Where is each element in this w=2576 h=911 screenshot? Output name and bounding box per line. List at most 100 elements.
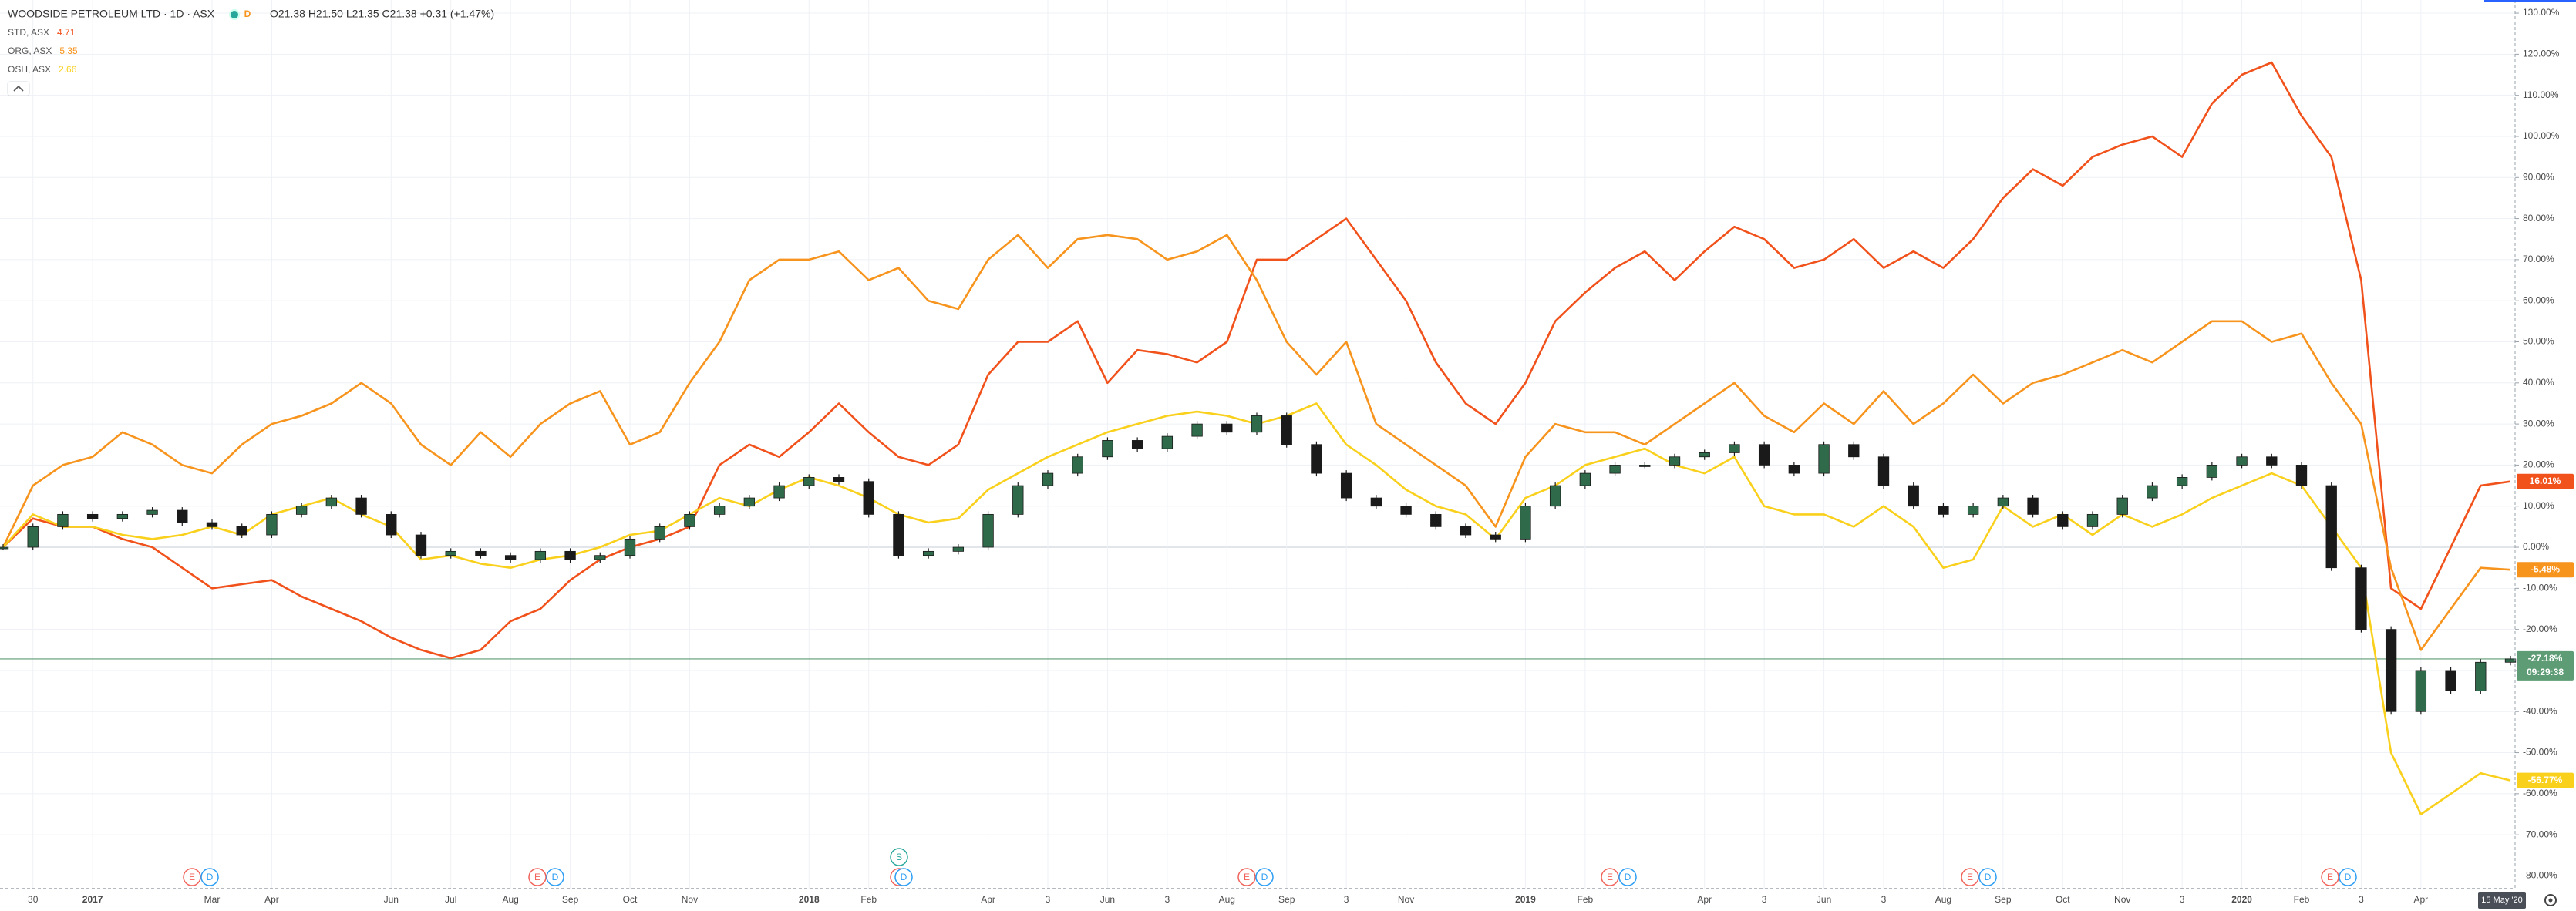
event-label: E [534, 872, 540, 882]
candle-body [57, 513, 69, 527]
last-value-badge [2517, 772, 2574, 788]
event-label: E [1967, 872, 1973, 882]
event-label: D [207, 872, 214, 882]
x-tick-label: Apr [1697, 894, 1712, 905]
chart-title: WOODSIDE PETROLEUM LTD · 1D · ASX [8, 8, 215, 20]
candle-body [743, 497, 756, 507]
y-tick-label: 100.00% [2523, 130, 2560, 141]
x-tick-label: Aug [1935, 894, 1951, 905]
candle-body [803, 477, 815, 486]
event-label: D [552, 872, 559, 882]
event-marker [1237, 868, 1256, 886]
candle-body [2295, 465, 2308, 486]
candle-body [624, 538, 636, 556]
candle-body [445, 550, 456, 556]
candle-body [922, 550, 934, 556]
y-tick-label: 40.00% [2523, 377, 2554, 388]
axes: 130.00% 120.00% 110.00% 100.00% 90.00% 80.00%… [28, 7, 2574, 905]
candle-body [1102, 440, 1113, 458]
legend-name: ORG, ASX [8, 45, 52, 56]
candle-body [2415, 670, 2427, 712]
x-tick-label: Jun [1100, 894, 1115, 905]
settings-button[interactable] [2544, 894, 2557, 906]
candle-body [1997, 497, 2009, 507]
x-tick-label: Sep [1995, 894, 2012, 905]
candle-body [1549, 485, 1561, 507]
candle-body [1609, 465, 1621, 474]
x-tick-label: 3 [2180, 894, 2185, 905]
y-tick-label: 20.00% [2523, 459, 2554, 470]
toolbar-indicator [2484, 0, 2576, 2]
candle-body [1460, 526, 1472, 536]
candle-body [1938, 506, 1949, 515]
event-marker [894, 868, 913, 886]
candle-body [684, 513, 695, 527]
y-tick-label: -80.00% [2523, 870, 2557, 881]
legend-price: 5.35 [59, 45, 78, 56]
candle-body [1579, 472, 1591, 486]
event-label: E [1244, 872, 1250, 882]
collapse-button[interactable] [7, 81, 30, 96]
event-label: D [901, 872, 907, 882]
x-tick-label: 3 [1046, 894, 1051, 905]
last-value-badge [2517, 473, 2574, 489]
candle-body [1520, 506, 1531, 540]
candle-body [86, 513, 99, 519]
y-tick-label: -10.00% [2523, 583, 2557, 593]
candle-body [2027, 497, 2039, 515]
candle-body [1161, 435, 1174, 449]
candle-body [1012, 485, 1024, 515]
y-tick-label: 90.00% [2523, 171, 2554, 182]
y-tick-label: 10.00% [2523, 500, 2554, 511]
y-tick-label: 50.00% [2523, 336, 2554, 347]
ohlc-values: O21.38 H21.50 L21.35 C21.38 +0.31 (+1.47… [270, 8, 494, 20]
candle-body [1490, 534, 1501, 540]
candle-body [504, 555, 517, 560]
x-tick-label: Jul [445, 894, 456, 905]
candle-body [2475, 661, 2487, 692]
x-tick-label: 3 [1165, 894, 1170, 905]
candle-body [2176, 477, 2188, 486]
candle-body [1699, 452, 1710, 458]
candle-body [2057, 513, 2069, 527]
last-value-label: -56.77% [2528, 775, 2563, 785]
y-tick-label: -40.00% [2523, 705, 2557, 716]
legend-price: 2.66 [59, 64, 77, 75]
event-label: S [896, 852, 902, 862]
event-marker [1618, 868, 1637, 886]
x-tick-label: 2019 [1515, 894, 1536, 905]
last-value-badge [2517, 562, 2574, 578]
candle-body [1042, 472, 1054, 486]
gear-icon[interactable] [2544, 894, 2557, 906]
event-label: E [2327, 872, 2333, 882]
candle-body [1758, 444, 1770, 466]
event-marker [528, 868, 547, 886]
x-tick-label: Apr [264, 894, 279, 905]
x-tick-label: Feb [2294, 894, 2310, 905]
event-marker [890, 848, 908, 866]
event-label: D [1625, 872, 1631, 882]
event-label: D [2345, 872, 2352, 882]
y-tick-label: 60.00% [2523, 294, 2554, 305]
x-tick-label: Oct [623, 894, 638, 905]
event-label: E [189, 872, 195, 882]
candle-body [1430, 513, 1442, 527]
y-tick-label: 110.00% [2523, 89, 2559, 100]
candle-body [1908, 485, 1919, 507]
countdown-label: 09:29:38 [2527, 667, 2564, 677]
x-tick-label: 30 [28, 894, 39, 905]
collapse-button-box[interactable] [7, 81, 30, 96]
x-tick-label: Feb [860, 894, 877, 905]
event-marker [183, 868, 201, 886]
candle-body [564, 550, 576, 560]
candle-body [713, 506, 726, 515]
x-tick-label: Sep [562, 894, 579, 905]
event-marker [546, 868, 564, 886]
event-marker [200, 868, 219, 886]
candle-body [1251, 415, 1263, 433]
event-label: E [1607, 872, 1613, 882]
candle-body [2325, 485, 2337, 569]
last-value-label: -5.48% [2531, 563, 2560, 574]
x-tick-label: 2018 [799, 894, 820, 905]
